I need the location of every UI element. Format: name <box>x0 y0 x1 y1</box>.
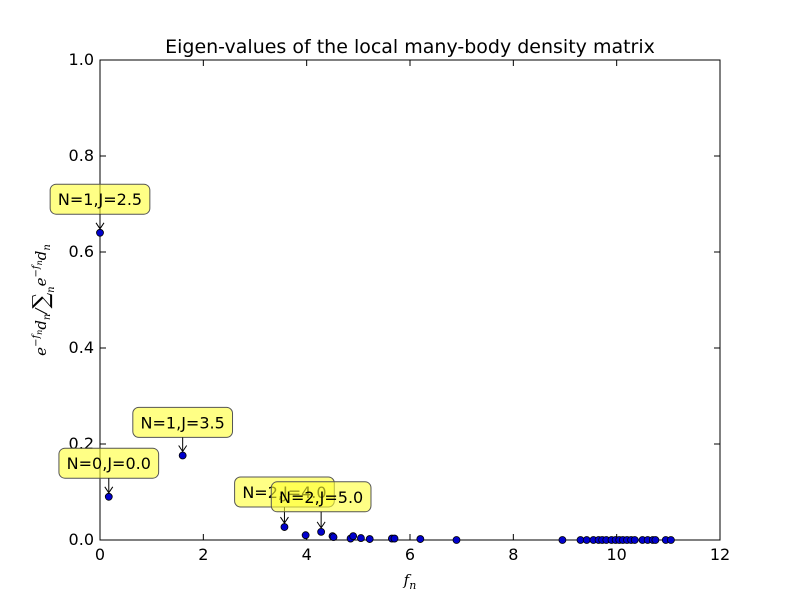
x-tick-label: 6 <box>405 545 415 564</box>
y-tick-label: 1.0 <box>69 50 94 69</box>
annotations: N=1,J=2.5N=1,J=3.5N=0,J=0.0N=2,J=4.0N=2,… <box>49 183 372 529</box>
annotation-arrowhead <box>95 222 105 230</box>
x-tick-label: 10 <box>606 545 626 564</box>
data-point <box>452 536 461 544</box>
annotation-arrowhead <box>316 521 326 529</box>
annotation-label: N=1,J=2.5 <box>58 190 142 209</box>
data-point <box>390 534 399 543</box>
data-points <box>96 228 675 544</box>
data-point <box>667 536 675 544</box>
svg-text:e−fndn/∑ne−fndn: e−fndn/∑ne−fndn <box>29 244 57 356</box>
annotation: N=1,J=3.5 <box>132 406 234 453</box>
data-point <box>96 228 104 237</box>
y-tick-label: 0.0 <box>69 530 94 549</box>
x-tick-label: 0 <box>95 545 105 564</box>
data-point <box>178 451 187 460</box>
annotation: N=0,J=0.0 <box>58 447 160 494</box>
annotation: N=1,J=2.5 <box>49 183 151 230</box>
data-point <box>582 536 591 544</box>
annotation-arrowhead <box>104 486 114 494</box>
data-point <box>416 535 425 543</box>
data-point <box>329 533 338 542</box>
annotation-label: N=0,J=0.0 <box>67 454 151 473</box>
data-point <box>317 527 326 536</box>
data-point <box>104 492 113 501</box>
plot-frame <box>99 59 721 541</box>
data-point <box>280 523 289 531</box>
x-tick-label: 4 <box>302 545 312 564</box>
data-point <box>365 535 374 543</box>
y-axis-label: e−fndn/∑ne−fndn <box>29 244 57 356</box>
data-point <box>558 536 567 544</box>
data-point <box>301 531 310 540</box>
annotation: N=2,J=5.0 <box>270 481 372 529</box>
annotation-arrowhead <box>178 445 188 453</box>
x-axis-label: fn <box>403 571 417 592</box>
x-tick-label: 2 <box>198 545 208 564</box>
data-point <box>630 536 639 544</box>
y-tick-label: 0.6 <box>69 242 94 261</box>
y-tick-label: 0.4 <box>69 338 94 357</box>
annotation-label: N=2,J=5.0 <box>279 488 363 507</box>
annotation-label: N=1,J=3.5 <box>141 413 225 432</box>
axes <box>99 59 721 541</box>
y-tick-label: 0.8 <box>69 146 94 165</box>
annotation-arrowhead <box>280 516 289 524</box>
x-tick-label: 12 <box>710 545 730 564</box>
chart-title: Eigen-values of the local many-body dens… <box>165 36 655 58</box>
data-point <box>357 534 365 542</box>
data-point <box>651 536 660 544</box>
ticks: 0 2 4 6 8 10 120.00.20.40.60.81.0 <box>69 50 731 564</box>
data-point <box>349 532 358 541</box>
x-tick-label: 8 <box>508 545 518 564</box>
